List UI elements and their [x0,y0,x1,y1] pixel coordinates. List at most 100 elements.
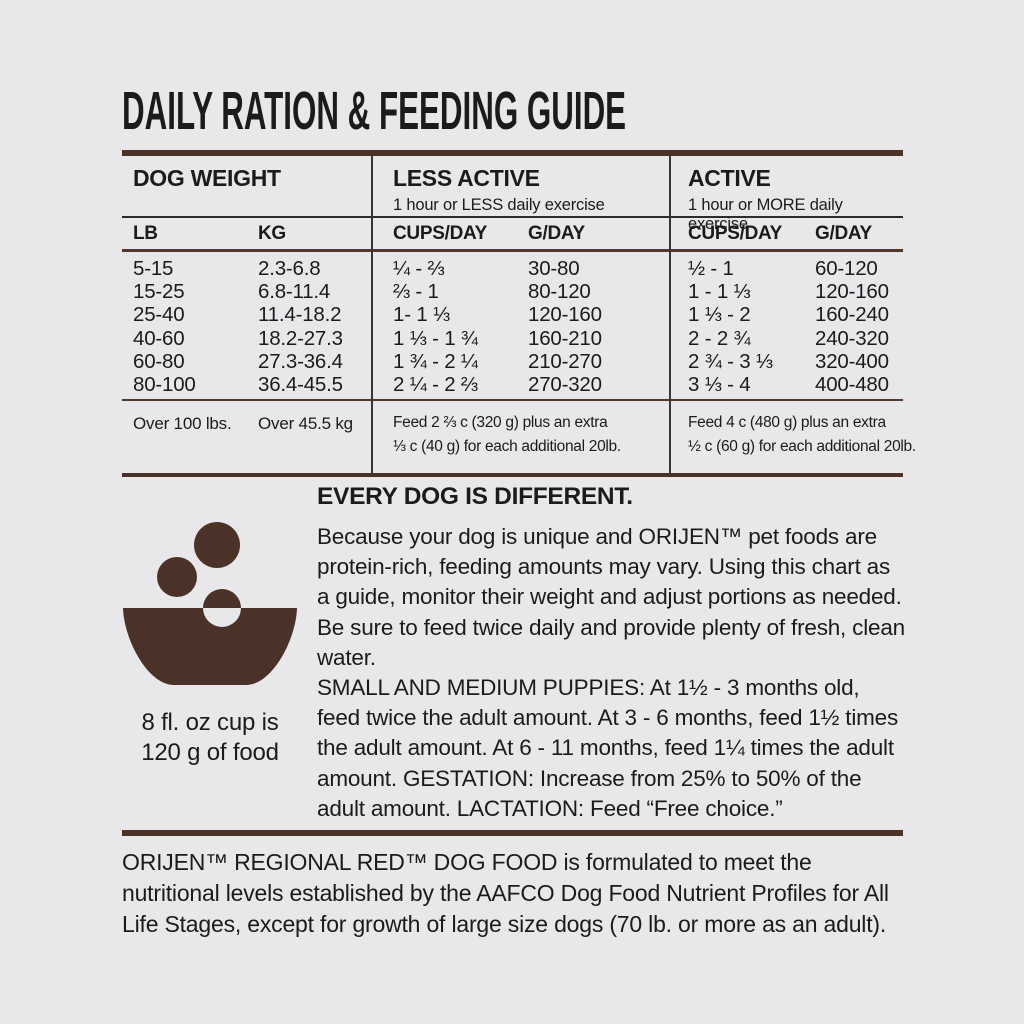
cup-note-line2: 120 g of food [141,739,279,766]
over-weight-cell: Over 100 lbs. Over 45.5 kg [122,401,371,473]
footer-aafco-statement: ORIJEN™ REGIONAL RED™ DOG FOOD is formul… [122,849,889,937]
over-lb: Over 100 lbs. [133,414,232,434]
table-cell: 160-240 [815,303,889,327]
table-subheader-row: LB KG CUPS/DAY G/DAY CUPS/DAY G/DAY [122,218,903,249]
feed-note-line: Feed 2 ⅔ c (320 g) plus an extra [393,414,608,432]
cup-note-line1: 8 fl. oz cup is [141,709,279,736]
cup-measure-block: 8 fl. oz cup is 120 g of food [120,500,300,768]
table-row: 25-40 11.4-18.2 1- 1 ⅓ 120-160 1 ⅓ - 2 160-24… [122,303,903,326]
info-section: EVERY DOG IS DIFFERENT. Because your dog… [317,483,907,824]
table-cell: 6.8-11.4 [258,279,331,303]
table-row-section: 40-60 18.2-27.3 [122,327,371,351]
col-header-active: ACTIVE 1 hour or MORE daily exercise [669,156,903,234]
subheader-dog-weight: LB KG [122,218,371,249]
col-header-less-active: LESS ACTIVE 1 hour or LESS daily exercis… [371,156,669,234]
over-active-cell: Feed 4 c (480 g) plus an extra ½ c (60 g… [669,401,916,473]
table-row-section: 1 ⅓ - 1 ¾ 160-210 [371,327,669,351]
table-over-row: Over 100 lbs. Over 45.5 kg Feed 2 ⅔ c (3… [122,401,916,473]
table-row-section: 80-100 36.4-45.5 [122,373,371,397]
table-cell: 270-320 [528,373,602,397]
subheader-kg: KG [258,222,286,244]
table-cell: 1 ¾ - 2 ¼ [393,350,478,374]
table-row-section: 1 ⅓ - 2 160-240 [669,303,903,327]
subheader-g-day: G/DAY [528,222,585,244]
table-cell: 60-80 [133,350,185,374]
footer-rule [122,830,903,836]
table-body: 5-15 2.3-6.8 ¼ - ⅔ 30-80 ½ - 1 60-120 15-25 6.8… [122,252,903,399]
table-cell: 2 ¼ - 2 ⅔ [393,373,478,397]
table-cell: ½ - 1 [688,256,734,280]
table-row-section: 5-15 2.3-6.8 [122,257,371,281]
page-title-text: DAILY RATION & FEEDING GUIDE [122,81,627,141]
table-rule [122,398,903,402]
table-cell: 240-320 [815,326,889,350]
subheader-lb: LB [133,222,158,244]
page-title: DAILY RATION & FEEDING GUIDE [122,81,991,141]
table-cell: ⅔ - 1 [393,279,439,303]
table-cell: 120-160 [815,279,889,303]
table-cell: 320-400 [815,350,889,374]
info-body-paragraph: Because your dog is unique and ORIJEN™ p… [317,524,905,670]
col-header-dog-weight: DOG WEIGHT [122,156,371,234]
table-cell: 18.2-27.3 [258,326,343,350]
table-bottom-rule [122,473,903,478]
table-cell: 160-210 [528,326,602,350]
table-vertical-divider [669,156,671,474]
table-cell: 60-120 [815,256,878,280]
table-row: 40-60 18.2-27.3 1 ⅓ - 1 ¾ 160-210 2 - 2 ¾ 240… [122,327,903,350]
table-cell: 25-40 [133,303,185,327]
table-cell: 210-270 [528,350,602,374]
table-row: 5-15 2.3-6.8 ¼ - ⅔ 30-80 ½ - 1 60-120 [122,257,903,280]
col-header-label: ACTIVE [688,165,771,191]
table-row-section: ⅔ - 1 80-120 [371,280,669,304]
table-row-section: ½ - 1 60-120 [669,257,903,281]
col-header-subtitle: 1 hour or LESS daily exercise [393,196,605,214]
table-vertical-divider [371,156,373,474]
table-row-section: ¼ - ⅔ 30-80 [371,257,669,281]
table-row-section: 1- 1 ⅓ 120-160 [371,303,669,327]
subheader-active: CUPS/DAY G/DAY [669,218,903,249]
table-cell: 27.3-36.4 [258,350,343,374]
table-cell: 40-60 [133,326,185,350]
table-row-section: 1 ¾ - 2 ¼ 210-270 [371,350,669,374]
table-cell: 1 - 1 ⅓ [688,279,751,303]
table-row: 80-100 36.4-45.5 2 ¼ - 2 ⅔ 270-320 3 ⅓ - 4 40… [122,373,903,396]
feed-note-line: ½ c (60 g) for each additional 20lb. [688,438,916,456]
table-row-section: 1 - 1 ⅓ 120-160 [669,280,903,304]
subheader-cups-day: CUPS/DAY [393,222,488,244]
feeding-table: DOG WEIGHT LESS ACTIVE 1 hour or LESS da… [122,150,916,478]
col-header-label: LESS ACTIVE [393,165,540,191]
table-row-section: 3 ⅓ - 4 400-480 [669,373,903,397]
table-cell: 15-25 [133,279,185,303]
bowl-with-kibble-icon [123,522,297,685]
feed-note-line: ⅓ c (40 g) for each additional 20lb. [393,438,621,456]
over-kg: Over 45.5 kg [258,414,353,434]
subheader-less-active: CUPS/DAY G/DAY [371,218,669,249]
table-rule [122,216,903,218]
table-row-section: 2 ¼ - 2 ⅔ 270-320 [371,373,669,397]
table-cell: 11.4-18.2 [258,303,342,327]
table-cell: 80-120 [528,279,591,303]
table-cell: 2.3-6.8 [258,256,321,280]
col-header-label: DOG WEIGHT [133,165,281,191]
table-cell: 2 ¾ - 3 ⅓ [688,350,773,374]
table-cell: 1 ⅓ - 2 [688,303,751,327]
info-puppies-paragraph: SMALL AND MEDIUM PUPPIES: At 1½ - 3 mont… [317,675,899,821]
table-cell: 80-100 [133,373,196,397]
over-less-active-cell: Feed 2 ⅔ c (320 g) plus an extra ⅓ c (40… [371,401,669,473]
table-top-rule [122,150,903,156]
table-row-section: 25-40 11.4-18.2 [122,303,371,327]
table-row-section: 2 - 2 ¾ 240-320 [669,327,903,351]
subheader-cups-day: CUPS/DAY [688,222,783,244]
table-cell: 3 ⅓ - 4 [688,373,751,397]
subheader-g-day: G/DAY [815,222,872,244]
col-header-subtitle: 1 hour or MORE daily exercise [688,196,843,233]
table-cell: 1- 1 ⅓ [393,303,450,327]
table-cell: 5-15 [133,256,174,280]
table-cell: 2 - 2 ¾ [688,326,751,350]
table-cell: 400-480 [815,373,889,397]
table-cell: 36.4-45.5 [258,373,343,397]
table-row-section: 60-80 27.3-36.4 [122,350,371,374]
table-cell: 120-160 [528,303,602,327]
table-row: 60-80 27.3-36.4 1 ¾ - 2 ¼ 210-270 2 ¾ - 3 ⅓ 3… [122,350,903,373]
